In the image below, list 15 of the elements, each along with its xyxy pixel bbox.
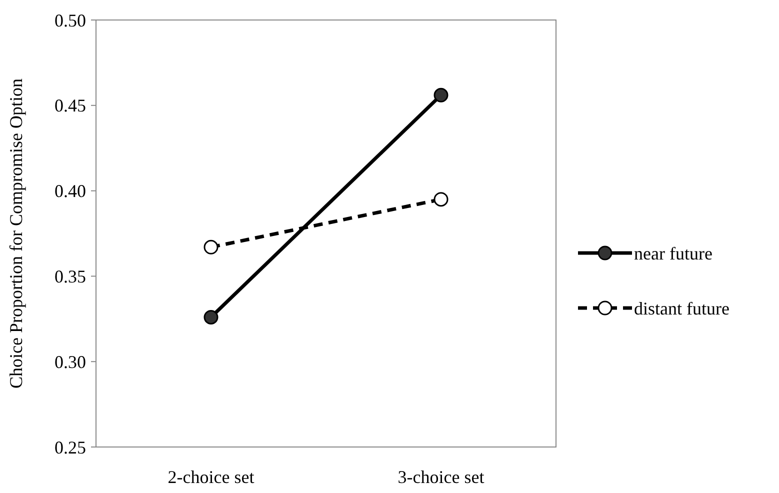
y-tick-label: 0.25 (54, 437, 86, 458)
y-tick-label: 0.30 (54, 352, 86, 372)
x-tick-label: 3-choice set (398, 467, 484, 487)
legend-label: distant future (634, 298, 730, 318)
point (434, 192, 448, 207)
y-tick-label: 0.35 (54, 266, 86, 286)
point (204, 310, 218, 324)
y-axis-title: Choice Proportion for Compromise Option (6, 78, 26, 388)
legend-label: near future (634, 243, 712, 264)
x-tick-label: 2-choice set (168, 467, 254, 487)
point (204, 240, 218, 254)
y-tick-label: 0.45 (54, 96, 86, 116)
y-tick-label: 0.40 (54, 181, 86, 202)
y-tick-label: 0.50 (54, 10, 86, 30)
point (434, 88, 448, 102)
